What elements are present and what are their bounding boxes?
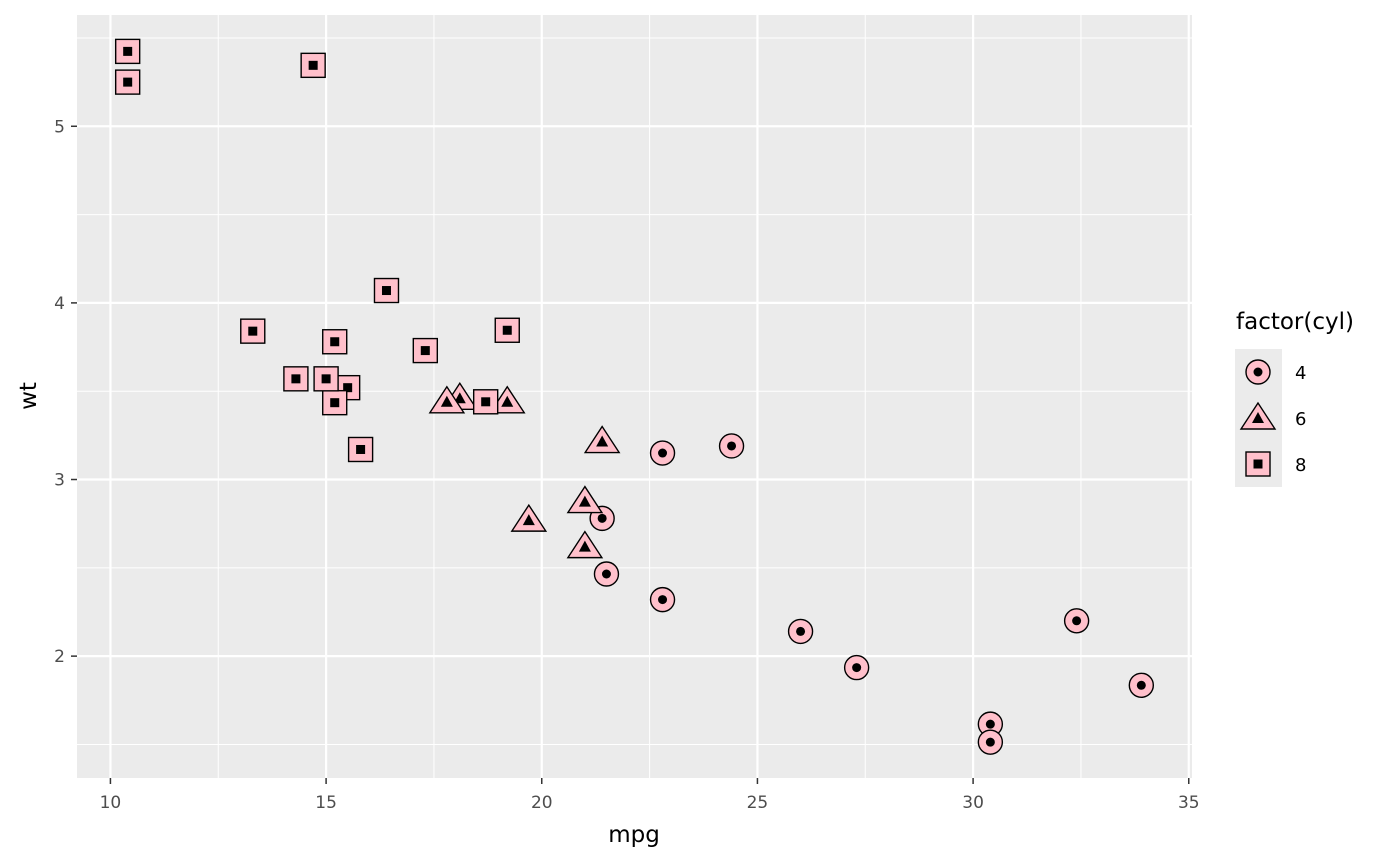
data-point-circle (1063, 608, 1090, 634)
data-point-square (300, 52, 326, 79)
x-tick-label: 10 (100, 793, 122, 813)
data-point-circle (718, 433, 745, 459)
data-point-square (114, 69, 141, 95)
x-tick-label: 25 (747, 793, 769, 813)
y-tick-label: 4 (54, 294, 65, 314)
x-axis-title: mpg (608, 822, 660, 848)
x-axis-tick-labels: 10 15 20 25 30 35 (100, 793, 1200, 813)
data-point-square (472, 389, 499, 415)
plot-panel (77, 15, 1192, 778)
data-point-circle (649, 440, 676, 466)
data-point-circle (843, 654, 870, 681)
data-point-square (322, 329, 348, 355)
x-tick-label: 30 (962, 793, 984, 813)
data-point-triangle (510, 503, 548, 532)
data-point-square (412, 337, 439, 364)
data-point-circle (977, 711, 1004, 737)
data-point-square (373, 277, 400, 304)
legend-title: factor(cyl) (1236, 309, 1354, 335)
data-point-square (313, 366, 339, 392)
legend: factor(cyl) 4 6 8 (1235, 309, 1354, 487)
y-tick-label: 3 (54, 471, 65, 491)
data-point-triangle (428, 385, 466, 414)
data-point-square (240, 318, 266, 344)
legend-key-circle-icon (1245, 359, 1271, 385)
data-point-circle (649, 586, 676, 613)
x-tick-label: 35 (1178, 793, 1200, 813)
legend-key-triangle-icon (1239, 401, 1277, 430)
legend-label-8: 8 (1295, 455, 1306, 476)
data-point-circle (593, 561, 620, 587)
y-tick-label: 2 (54, 647, 65, 667)
data-point-square (283, 366, 309, 392)
data-point-circle (977, 729, 1004, 755)
y-tick-label: 5 (54, 117, 65, 137)
y-axis-title: wt (16, 382, 42, 410)
data-point-triangle (488, 385, 526, 414)
legend-label-4: 4 (1295, 363, 1306, 384)
legend-key-square-icon (1245, 451, 1271, 477)
minor-gridlines (77, 15, 1192, 778)
data-point-square (114, 38, 141, 65)
data-points (114, 38, 1155, 755)
data-point-triangle (583, 425, 621, 454)
legend-label-6: 6 (1295, 409, 1306, 430)
data-point-square (347, 436, 374, 463)
data-point-triangle (566, 485, 604, 514)
x-tick-label: 20 (531, 793, 553, 813)
data-point-triangle (566, 530, 604, 559)
major-gridlines (77, 15, 1192, 778)
data-point-circle (1128, 672, 1155, 698)
data-point-square (494, 317, 520, 343)
axis-ticks (71, 125, 1190, 784)
y-axis-tick-labels: 2 3 4 5 (54, 117, 65, 667)
data-point-circle (787, 618, 814, 645)
legend-keys (1239, 359, 1277, 477)
data-point-square (322, 389, 348, 416)
x-tick-label: 15 (315, 793, 337, 813)
